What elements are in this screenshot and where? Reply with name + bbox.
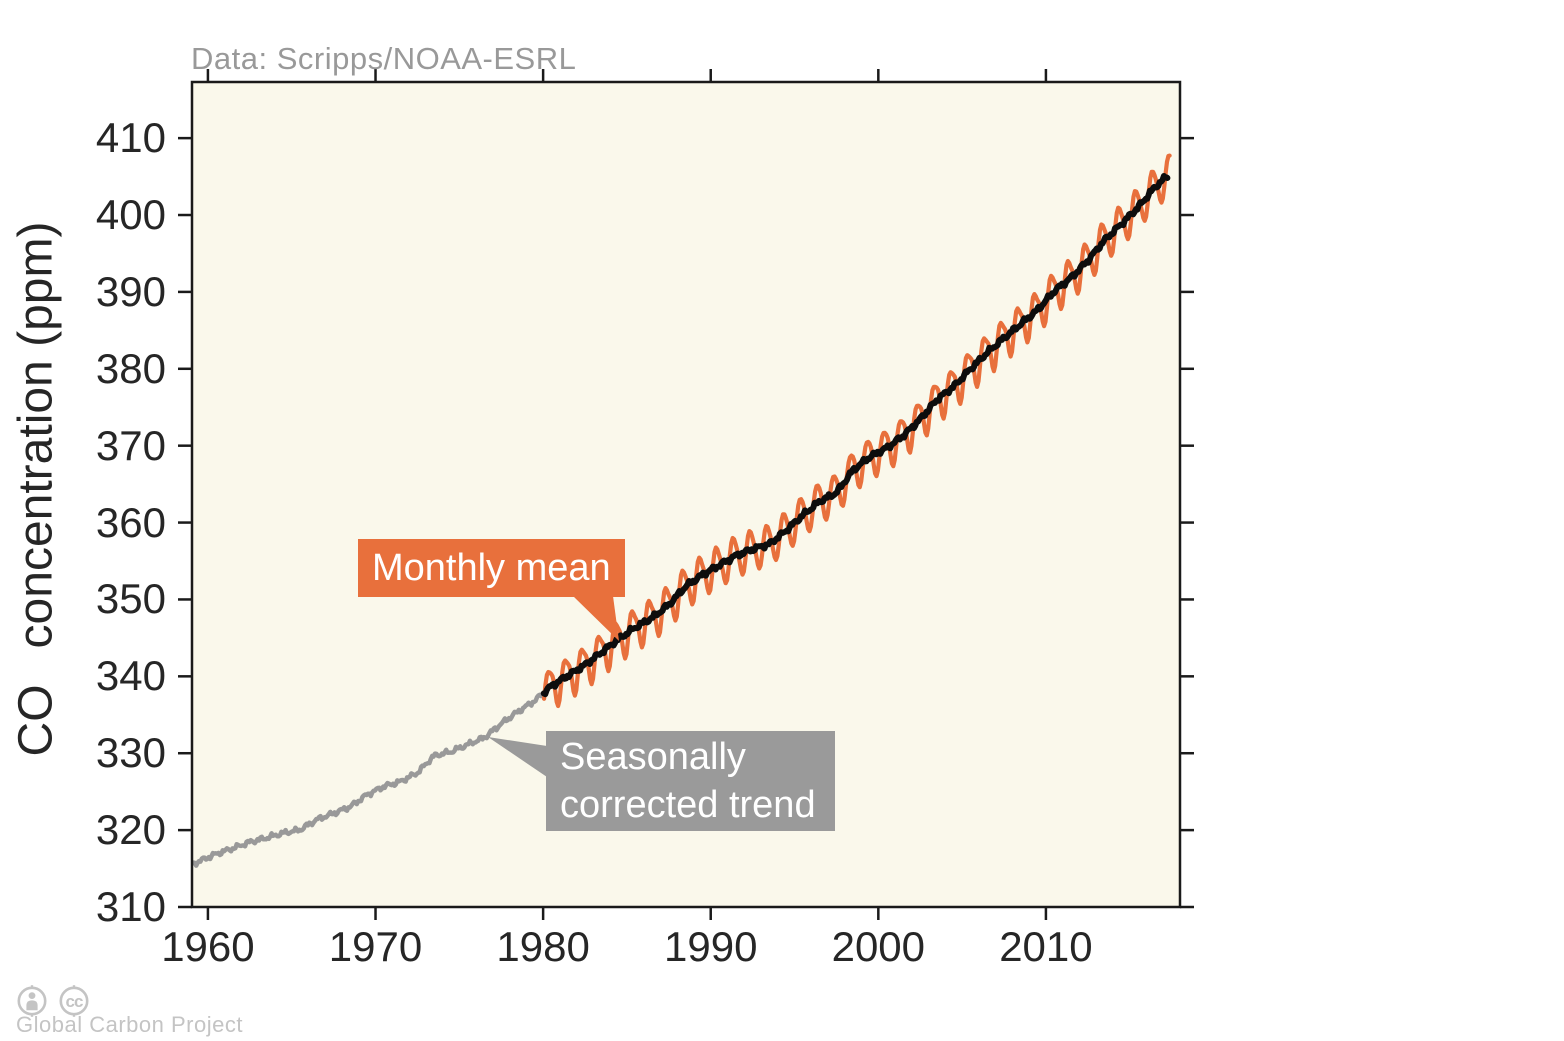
cc-icon: cc: [59, 985, 89, 1017]
credit-text: Global Carbon Project: [16, 1012, 243, 1037]
y-tick-label: 340: [95, 652, 166, 700]
y-tick-label: 360: [95, 498, 166, 546]
trend-line-black: [540, 173, 1171, 698]
y-tick-label: 400: [95, 191, 166, 238]
x-tick-label: 1970: [328, 923, 423, 970]
seasonal-trend-callout-wedge: [488, 737, 547, 777]
axis-tick-marks: [178, 69, 1194, 920]
y-tick-label: 390: [95, 267, 166, 315]
x-tick-label: 1990: [664, 923, 758, 970]
x-tick-label: 1980: [496, 923, 590, 970]
plot-border: [190, 80, 1182, 909]
trend-line-gray: [193, 690, 548, 868]
y-axis-label-molecule: CO: [9, 684, 63, 757]
x-tick-label: 2010: [999, 923, 1093, 970]
chart-title: Data: Scripps/NOAA-ESRL: [191, 41, 577, 76]
y-tick-label: 370: [95, 421, 166, 469]
y-tick-label: 380: [95, 344, 166, 392]
y-tick-label: 410: [95, 114, 166, 162]
y-axis-label-units: concentration (ppm): [9, 221, 63, 649]
x-tick-label: 1960: [161, 923, 255, 970]
seasonal-trend-callout-line2: corrected trend: [560, 784, 816, 826]
cc-attribution-icon: [17, 985, 47, 1017]
y-tick-label: 310: [95, 883, 166, 930]
monthly-mean-callout: Monthly mean: [358, 539, 625, 597]
y-tick-label: 350: [95, 575, 166, 623]
callout-wedges: [488, 596, 619, 777]
y-tick-label: 330: [95, 729, 166, 777]
seasonal-trend-callout: Seasonally corrected trend: [546, 731, 835, 831]
cc-icon-text: cc: [66, 992, 83, 1011]
x-tick-label: 2000: [831, 923, 926, 970]
monthly-mean-line: [542, 153, 1172, 709]
monthly-mean-callout-label: Monthly mean: [372, 547, 611, 589]
y-tick-label: 320: [95, 806, 166, 854]
seasonal-trend-callout-line1: Seasonally: [560, 736, 746, 778]
cc-license-icons: cc: [17, 985, 89, 1017]
monthly-mean-callout-wedge: [573, 596, 619, 641]
